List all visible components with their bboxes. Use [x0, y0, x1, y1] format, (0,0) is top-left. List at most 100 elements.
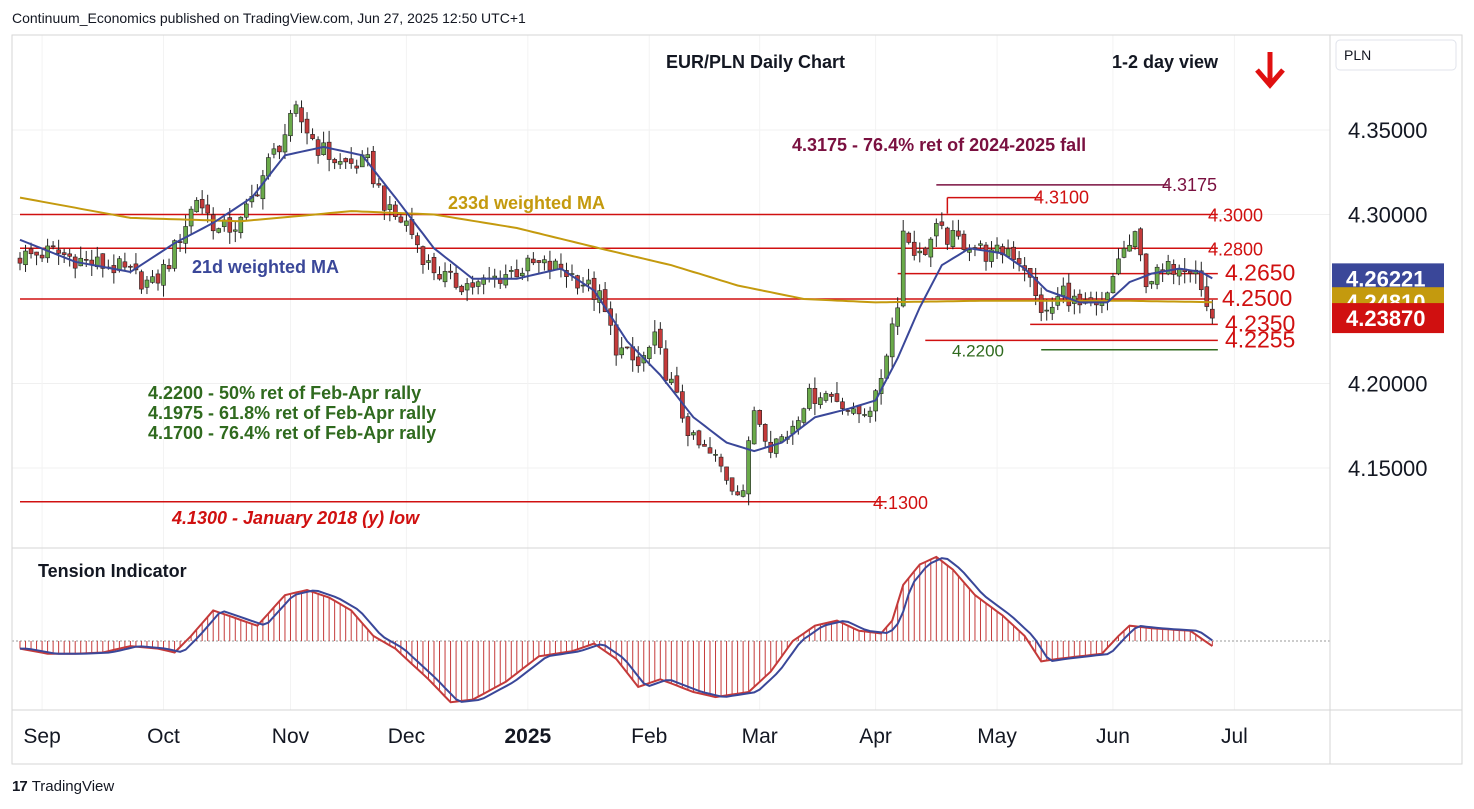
candle-body — [1176, 269, 1182, 277]
candle-body — [840, 401, 845, 409]
candle — [464, 278, 470, 302]
candle-body — [514, 269, 520, 278]
candle — [39, 248, 45, 263]
x-tick-label: Sep — [23, 725, 60, 748]
candle — [503, 264, 509, 289]
candle-body — [387, 204, 393, 210]
level-4-2800-label: 4.2800 — [1208, 239, 1263, 259]
candle-body — [1000, 246, 1005, 256]
candle — [939, 212, 945, 230]
level-4-3000-label: 4.3000 — [1208, 206, 1263, 226]
candle-body — [34, 251, 39, 256]
candle — [299, 100, 304, 134]
candle-body — [895, 307, 900, 327]
candle — [922, 246, 928, 256]
candle-body — [304, 118, 310, 134]
candle — [729, 477, 735, 496]
candle-body — [1060, 285, 1066, 296]
candle-body — [757, 410, 762, 425]
candle-body — [139, 271, 144, 290]
candle — [172, 239, 177, 272]
candle-body — [271, 148, 277, 155]
candle — [475, 279, 481, 295]
support-resistance-levels — [20, 184, 1218, 503]
candle-body — [277, 145, 282, 153]
candle — [382, 185, 387, 221]
candle — [978, 240, 983, 249]
level-4-3100-label: 4.3100 — [1034, 188, 1089, 208]
x-tick-label: Nov — [272, 725, 310, 748]
down-arrow-icon — [1255, 52, 1285, 89]
candle — [393, 201, 398, 220]
candle — [1121, 240, 1127, 259]
candle-body — [978, 243, 983, 246]
candle — [674, 366, 680, 394]
candle-body — [354, 165, 360, 169]
candle — [873, 389, 878, 422]
candle-body — [288, 113, 293, 137]
candle — [293, 100, 299, 117]
candle — [354, 159, 360, 174]
moving-averages — [19, 145, 1213, 453]
candle — [481, 274, 486, 295]
wma233-label: 233d weighted MA — [448, 193, 605, 213]
candle-body — [729, 477, 735, 492]
candle-body — [520, 272, 525, 277]
candle-body — [67, 253, 72, 257]
candle — [72, 254, 78, 279]
candle-body — [227, 217, 233, 233]
candle-body — [658, 328, 663, 348]
candle — [61, 248, 67, 263]
candle-body — [934, 223, 939, 237]
candle — [1094, 291, 1099, 316]
candle — [818, 392, 823, 409]
candle — [166, 258, 172, 272]
candle-body — [646, 346, 652, 359]
candle-body — [188, 208, 194, 227]
candle — [812, 377, 818, 416]
candle-body — [652, 331, 658, 346]
candle — [1154, 264, 1160, 290]
candle — [205, 194, 210, 223]
publish-header: Continuum_Economics published on Trading… — [12, 10, 526, 26]
candle — [1132, 230, 1138, 250]
candle-body — [1105, 292, 1110, 300]
candle — [150, 270, 155, 284]
candle — [321, 131, 326, 156]
candle — [398, 214, 404, 224]
candle-body — [1132, 231, 1138, 248]
candle — [1204, 275, 1210, 312]
candle — [227, 207, 233, 244]
candle — [448, 263, 453, 280]
candle-body — [547, 260, 553, 271]
candles — [17, 100, 1215, 506]
candle — [718, 453, 724, 473]
candle — [867, 406, 873, 423]
candle — [1110, 273, 1116, 294]
candle — [691, 430, 696, 440]
chart-title: EUR/PLN Daily Chart — [666, 52, 845, 72]
candle-body — [100, 253, 106, 269]
candle-body — [365, 154, 371, 159]
candle — [177, 233, 183, 252]
candle-body — [773, 438, 779, 454]
candle-body — [404, 220, 409, 226]
candle — [735, 485, 740, 496]
candle-body — [536, 260, 542, 263]
candle-body — [807, 387, 812, 409]
candle — [67, 248, 72, 267]
candle-body — [255, 194, 260, 197]
price-badge: 4.26221 — [1332, 263, 1444, 294]
candle — [1044, 299, 1050, 321]
candle — [900, 220, 906, 308]
candle — [934, 218, 939, 248]
candle — [1016, 251, 1022, 272]
candle-body — [624, 346, 630, 349]
candle — [89, 249, 95, 276]
candle — [1011, 241, 1016, 269]
candle-body — [994, 244, 1000, 252]
candle-body — [426, 260, 431, 263]
candle — [326, 130, 332, 172]
tradingview-logo[interactable]: 17 TradingView — [12, 778, 114, 795]
